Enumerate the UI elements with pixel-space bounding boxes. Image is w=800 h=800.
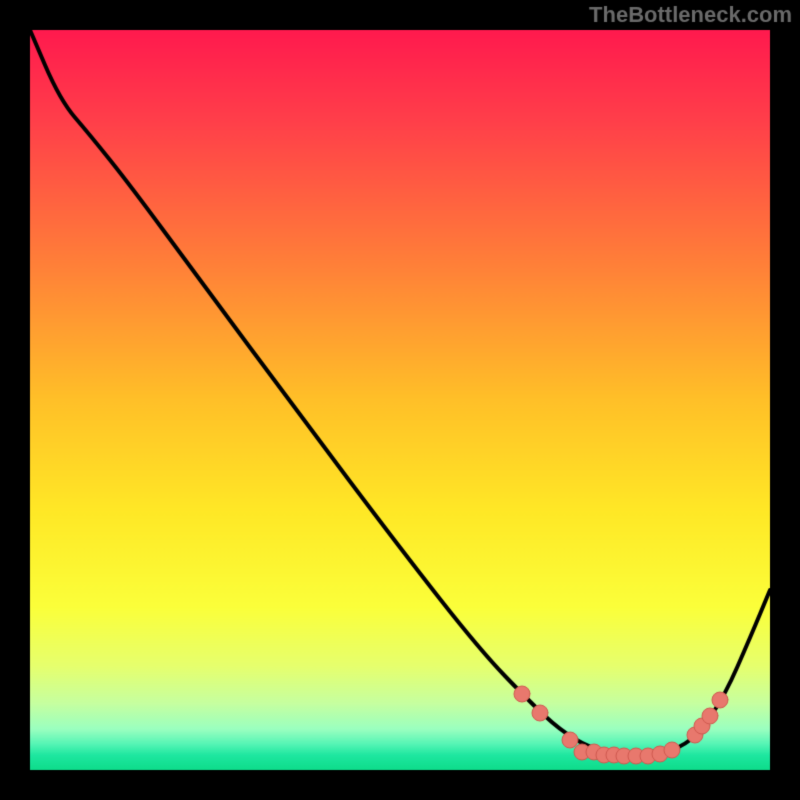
bottleneck-chart (0, 0, 800, 800)
